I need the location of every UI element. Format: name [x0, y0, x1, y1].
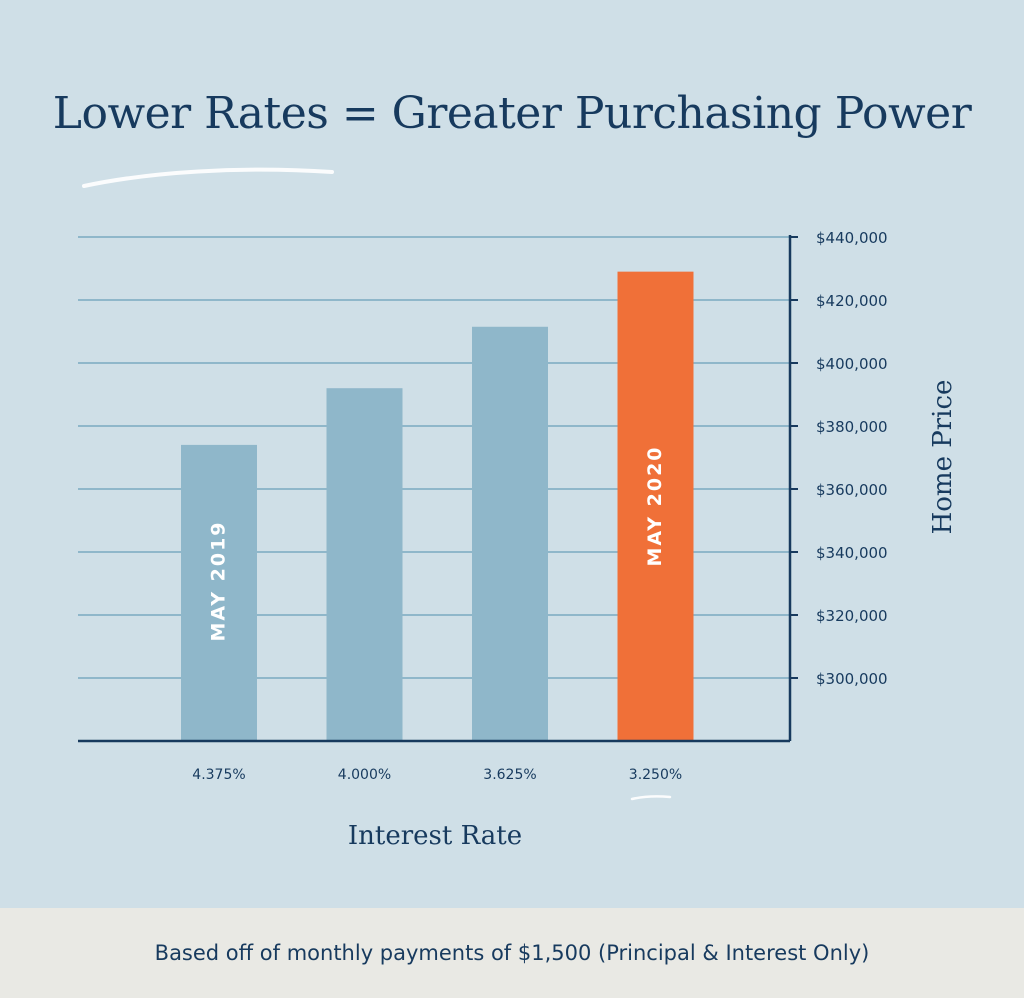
bar: [472, 326, 548, 741]
axes: [78, 235, 798, 743]
y-tick-label: $300,000: [816, 670, 888, 688]
y-axis-title: Home Price: [928, 380, 958, 535]
labels: $300,000 $320,000 $340,000 $360,000 $380,000…: [192, 229, 958, 851]
y-tick-label: $340,000: [816, 544, 888, 562]
footnote-bar: Based off of monthly payments of $1,500 …: [0, 908, 1024, 998]
x-axis-title: Interest Rate: [348, 821, 522, 851]
x-tick-label: 4.000%: [338, 767, 391, 783]
bar: [326, 388, 403, 741]
title-underline-stroke: [82, 167, 334, 188]
footnote-text: Based off of monthly payments of $1,500 …: [154, 941, 870, 965]
y-tick-label: $360,000: [816, 481, 888, 499]
x-tick-label: 3.250%: [629, 767, 682, 783]
bars: [181, 271, 694, 741]
x-tick-label: 4.375%: [192, 767, 245, 783]
bar-label: MAY 2019: [208, 520, 230, 641]
y-tick-label: $420,000: [816, 292, 888, 310]
bar-chart: $300,000 $320,000 $340,000 $360,000 $380,000…: [78, 167, 958, 851]
y-tick-label: $400,000: [816, 355, 888, 373]
y-tick-label: $380,000: [816, 418, 888, 436]
y-tick-label: $440,000: [816, 229, 888, 247]
page-title: Lower Rates = Greater Purchasing Power: [52, 88, 972, 139]
bar-label: MAY 2020: [644, 445, 666, 566]
bar: [617, 271, 694, 741]
y-tick-label: $320,000: [816, 607, 888, 625]
x-tick-label: 3.625%: [483, 767, 536, 783]
rate-underline-stroke: [630, 795, 672, 801]
bar: [181, 444, 257, 741]
